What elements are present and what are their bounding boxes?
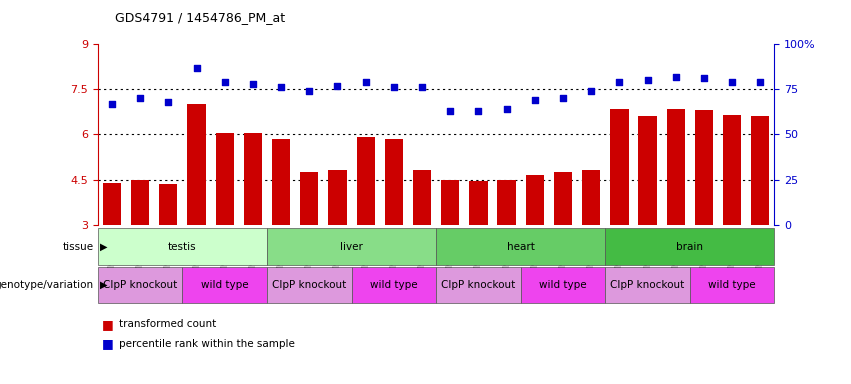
Text: testis: testis (168, 242, 197, 252)
Point (246, 81, 260, 87)
Bar (187, 104, 206, 225)
Bar (690, 267, 774, 303)
Bar (638, 116, 657, 225)
Point (697, 75, 711, 81)
Text: wild type: wild type (370, 280, 418, 290)
Text: wild type: wild type (708, 280, 756, 290)
Bar (610, 109, 629, 225)
Point (753, 79, 767, 85)
Text: liver: liver (340, 242, 363, 252)
Bar (267, 267, 351, 303)
Bar (554, 172, 572, 225)
Bar (182, 267, 267, 303)
Text: genotype/variation: genotype/variation (0, 280, 94, 290)
Bar (351, 267, 437, 303)
Bar (98, 267, 182, 303)
Point (106, 101, 119, 107)
Bar (328, 170, 346, 225)
Bar (413, 170, 431, 225)
Text: ■: ■ (102, 337, 114, 350)
Bar (751, 116, 769, 225)
Bar (521, 267, 605, 303)
Text: ■: ■ (102, 318, 114, 331)
Text: transformed count: transformed count (119, 319, 216, 329)
Text: tissue: tissue (62, 242, 94, 252)
Bar (215, 133, 234, 225)
Text: ▶: ▶ (100, 280, 107, 290)
Bar (357, 137, 374, 225)
Point (387, 84, 401, 91)
Text: heart: heart (506, 242, 534, 252)
Bar (437, 228, 605, 265)
Point (725, 79, 739, 85)
Point (585, 88, 598, 94)
Point (331, 83, 345, 89)
Bar (243, 133, 262, 225)
Point (641, 77, 654, 83)
Point (190, 65, 203, 71)
Point (302, 88, 316, 94)
Bar (605, 228, 774, 265)
Bar (694, 110, 713, 225)
Bar (498, 180, 516, 225)
Bar (385, 139, 403, 225)
Point (557, 95, 570, 101)
Bar (103, 182, 121, 225)
Point (443, 108, 457, 114)
Point (471, 108, 485, 114)
Text: ClpP knockout: ClpP knockout (610, 280, 685, 290)
Bar (267, 228, 437, 265)
Point (669, 74, 683, 80)
Text: percentile rank within the sample: percentile rank within the sample (119, 339, 295, 349)
Bar (441, 180, 460, 225)
Bar (723, 115, 741, 225)
Text: wild type: wild type (540, 280, 587, 290)
Point (415, 84, 429, 91)
Text: wild type: wild type (201, 280, 248, 290)
Point (218, 79, 231, 85)
Text: ClpP knockout: ClpP knockout (442, 280, 516, 290)
Bar (98, 228, 267, 265)
Bar (582, 170, 600, 225)
Bar (526, 175, 544, 225)
Text: ClpP knockout: ClpP knockout (272, 280, 346, 290)
Bar (272, 139, 290, 225)
Bar (605, 267, 690, 303)
Bar (300, 172, 318, 225)
Point (528, 97, 541, 103)
Bar (666, 109, 685, 225)
Text: GDS4791 / 1454786_PM_at: GDS4791 / 1454786_PM_at (115, 12, 285, 25)
Bar (469, 181, 488, 225)
Bar (437, 267, 521, 303)
Point (162, 99, 175, 105)
Bar (131, 180, 149, 225)
Point (500, 106, 513, 112)
Text: brain: brain (677, 242, 703, 252)
Point (274, 84, 288, 91)
Point (613, 79, 626, 85)
Text: ▶: ▶ (100, 242, 107, 252)
Point (134, 95, 147, 101)
Bar (159, 184, 178, 225)
Point (359, 79, 373, 85)
Text: ClpP knockout: ClpP knockout (103, 280, 177, 290)
